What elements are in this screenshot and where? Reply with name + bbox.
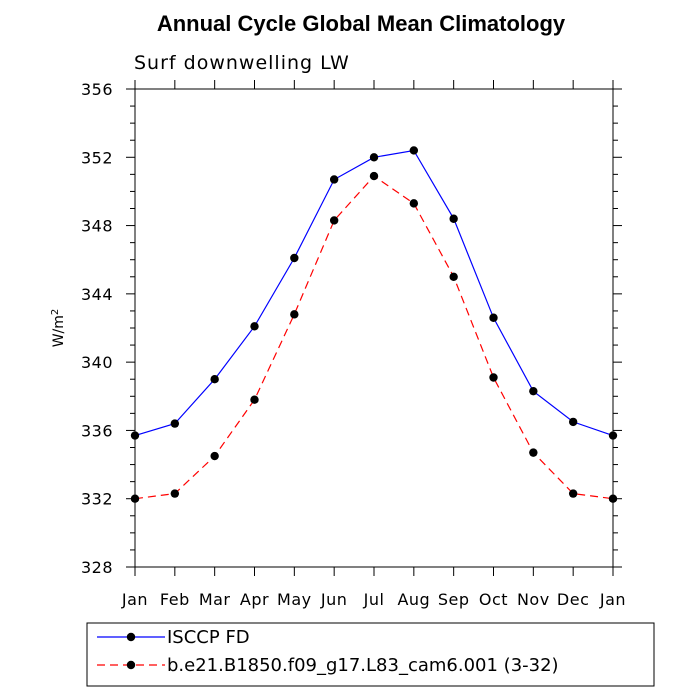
x-tick-label: Feb bbox=[160, 590, 190, 609]
data-point bbox=[170, 489, 180, 498]
plot-frame bbox=[134, 88, 614, 568]
x-tick-label: Jun bbox=[320, 590, 348, 609]
data-point bbox=[409, 146, 419, 155]
legend-label: ISCCP FD bbox=[167, 627, 250, 648]
series-line bbox=[134, 149, 614, 437]
series-line bbox=[134, 175, 614, 500]
legend-box bbox=[86, 622, 655, 687]
series-1 bbox=[130, 171, 618, 503]
y-axis: 328 332 336 340 344 348 352 356 bbox=[81, 80, 622, 577]
data-point bbox=[210, 375, 219, 384]
legend: ISCCP FD b.e21.B1850.f09_g17.L83_cam6.001… bbox=[86, 622, 655, 687]
data-point bbox=[250, 395, 259, 404]
data-point bbox=[529, 448, 538, 457]
data-point bbox=[529, 386, 538, 396]
series-0 bbox=[130, 146, 618, 440]
data-point bbox=[329, 216, 339, 225]
y-tick-label: 344 bbox=[81, 285, 113, 304]
y-tick-label: 340 bbox=[81, 353, 113, 372]
chart-subtitle: Surf downwelling LW bbox=[134, 52, 350, 74]
legend-marker bbox=[126, 632, 136, 642]
x-tick-label: Jul bbox=[363, 590, 385, 609]
data-point bbox=[608, 494, 618, 503]
legend-label: b.e21.B1850.f09_g17.L83_cam6.001 (3-32) bbox=[167, 655, 559, 676]
data-point bbox=[409, 199, 419, 208]
data-point bbox=[290, 253, 299, 263]
data-point bbox=[608, 431, 618, 440]
data-point bbox=[449, 214, 458, 223]
x-tick-label: Apr bbox=[240, 590, 269, 609]
x-tick-label: Dec bbox=[557, 590, 589, 609]
data-point bbox=[329, 175, 339, 184]
legend-entry: ISCCP FD bbox=[97, 627, 250, 648]
y-tick-label: 356 bbox=[81, 80, 113, 99]
y-tick-label: 328 bbox=[81, 558, 113, 577]
data-point bbox=[489, 373, 498, 382]
data-point bbox=[210, 451, 219, 461]
x-tick-label: May bbox=[277, 590, 312, 609]
chart-title: Annual Cycle Global Mean Climatology bbox=[157, 11, 566, 36]
data-point bbox=[250, 322, 259, 331]
x-tick-label: Oct bbox=[479, 590, 508, 609]
x-tick-label: Sep bbox=[438, 590, 470, 609]
data-point bbox=[449, 272, 458, 281]
x-tick-label: Jan bbox=[121, 590, 148, 609]
x-tick-label: Aug bbox=[397, 590, 430, 609]
y-tick-label: 348 bbox=[81, 217, 113, 236]
legend-entry: b.e21.B1850.f09_g17.L83_cam6.001 (3-32) bbox=[97, 655, 559, 676]
data-point bbox=[290, 310, 299, 319]
data-point bbox=[369, 171, 379, 181]
y-tick-label: 332 bbox=[81, 490, 113, 509]
y-axis-label: W/m2 bbox=[50, 309, 67, 348]
y-tick-label: 352 bbox=[81, 148, 113, 167]
data-point bbox=[130, 494, 140, 503]
series-layer bbox=[130, 146, 618, 503]
data-point bbox=[489, 313, 498, 322]
data-point bbox=[568, 417, 578, 427]
x-tick-label: Jan bbox=[599, 590, 626, 609]
data-point bbox=[130, 431, 140, 440]
x-axis: Jan Feb Mar Apr May Jun Jul Aug Sep Oct Nov Dec Jan bbox=[121, 80, 626, 609]
x-tick-label: Nov bbox=[517, 590, 550, 609]
data-point bbox=[170, 419, 180, 428]
x-tick-label: Mar bbox=[199, 590, 231, 609]
y-tick-label: 336 bbox=[81, 421, 113, 440]
data-point bbox=[369, 153, 379, 162]
legend-marker bbox=[126, 660, 136, 670]
data-point bbox=[568, 489, 578, 498]
